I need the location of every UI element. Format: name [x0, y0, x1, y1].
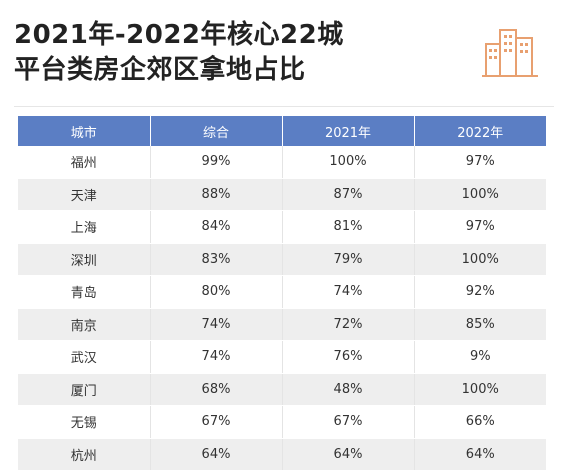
overall-cell: 80%	[150, 275, 283, 309]
table-row: 福州 99% 100% 97%	[18, 146, 546, 179]
overall-cell: 83%	[150, 243, 283, 276]
y2021-cell: 79%	[282, 243, 415, 276]
city-cell: 杭州	[18, 438, 151, 471]
city-cell: 上海	[18, 210, 151, 244]
overall-cell: 74%	[150, 340, 283, 374]
y2022-cell: 100%	[414, 243, 546, 276]
y2021-cell: 72%	[282, 308, 415, 341]
city-cell: 福州	[18, 146, 151, 179]
city-cell: 武汉	[18, 340, 151, 374]
data-table: 城市 综合 2021年 2022年 福州 99% 100% 97% 天津 88% 87% 10…	[18, 116, 546, 471]
page-title: 2021年-2022年核心22城 平台类房企郊区拿地占比	[14, 18, 344, 88]
table-row: 深圳 83% 79% 100%	[18, 243, 546, 276]
y2021-cell: 100%	[282, 146, 415, 179]
table-row: 武汉 74% 76% 9%	[18, 340, 546, 374]
table-row: 厦门 68% 48% 100%	[18, 373, 546, 406]
header-2022: 2022年	[414, 116, 546, 146]
city-cell: 无锡	[18, 405, 151, 439]
city-cell: 南京	[18, 308, 151, 341]
table-row: 天津 88% 87% 100%	[18, 178, 546, 211]
y2022-cell: 97%	[414, 146, 546, 179]
city-cell: 天津	[18, 178, 151, 211]
y2022-cell: 100%	[414, 373, 546, 406]
header-city: 城市	[18, 116, 151, 146]
buildings-icon	[482, 29, 538, 77]
table-header-row: 城市 综合 2021年 2022年	[18, 116, 546, 146]
table-row: 南京 74% 72% 85%	[18, 308, 546, 341]
title-line-1: 2021年-2022年核心22城	[14, 20, 344, 50]
table-row: 杭州 64% 64% 64%	[18, 438, 546, 471]
overall-cell: 68%	[150, 373, 283, 406]
y2021-cell: 87%	[282, 178, 415, 211]
overall-cell: 84%	[150, 210, 283, 244]
divider	[14, 106, 554, 107]
y2022-cell: 85%	[414, 308, 546, 341]
y2022-cell: 92%	[414, 275, 546, 309]
city-cell: 深圳	[18, 243, 151, 276]
overall-cell: 88%	[150, 178, 283, 211]
title-line-2: 平台类房企郊区拿地占比	[14, 55, 306, 85]
table-row: 无锡 67% 67% 66%	[18, 405, 546, 439]
overall-cell: 99%	[150, 146, 283, 179]
y2022-cell: 100%	[414, 178, 546, 211]
y2021-cell: 76%	[282, 340, 415, 374]
y2022-cell: 9%	[414, 340, 546, 374]
y2022-cell: 66%	[414, 405, 546, 439]
y2021-cell: 67%	[282, 405, 415, 439]
overall-cell: 67%	[150, 405, 283, 439]
y2022-cell: 64%	[414, 438, 546, 471]
y2021-cell: 81%	[282, 210, 415, 244]
y2021-cell: 64%	[282, 438, 415, 471]
header-2021: 2021年	[282, 116, 415, 146]
table-row: 青岛 80% 74% 92%	[18, 275, 546, 309]
overall-cell: 64%	[150, 438, 283, 471]
y2021-cell: 74%	[282, 275, 415, 309]
overall-cell: 74%	[150, 308, 283, 341]
header-overall: 综合	[150, 116, 283, 146]
table-row: 上海 84% 81% 97%	[18, 210, 546, 244]
city-cell: 青岛	[18, 275, 151, 309]
y2021-cell: 48%	[282, 373, 415, 406]
y2022-cell: 97%	[414, 210, 546, 244]
city-cell: 厦门	[18, 373, 151, 406]
